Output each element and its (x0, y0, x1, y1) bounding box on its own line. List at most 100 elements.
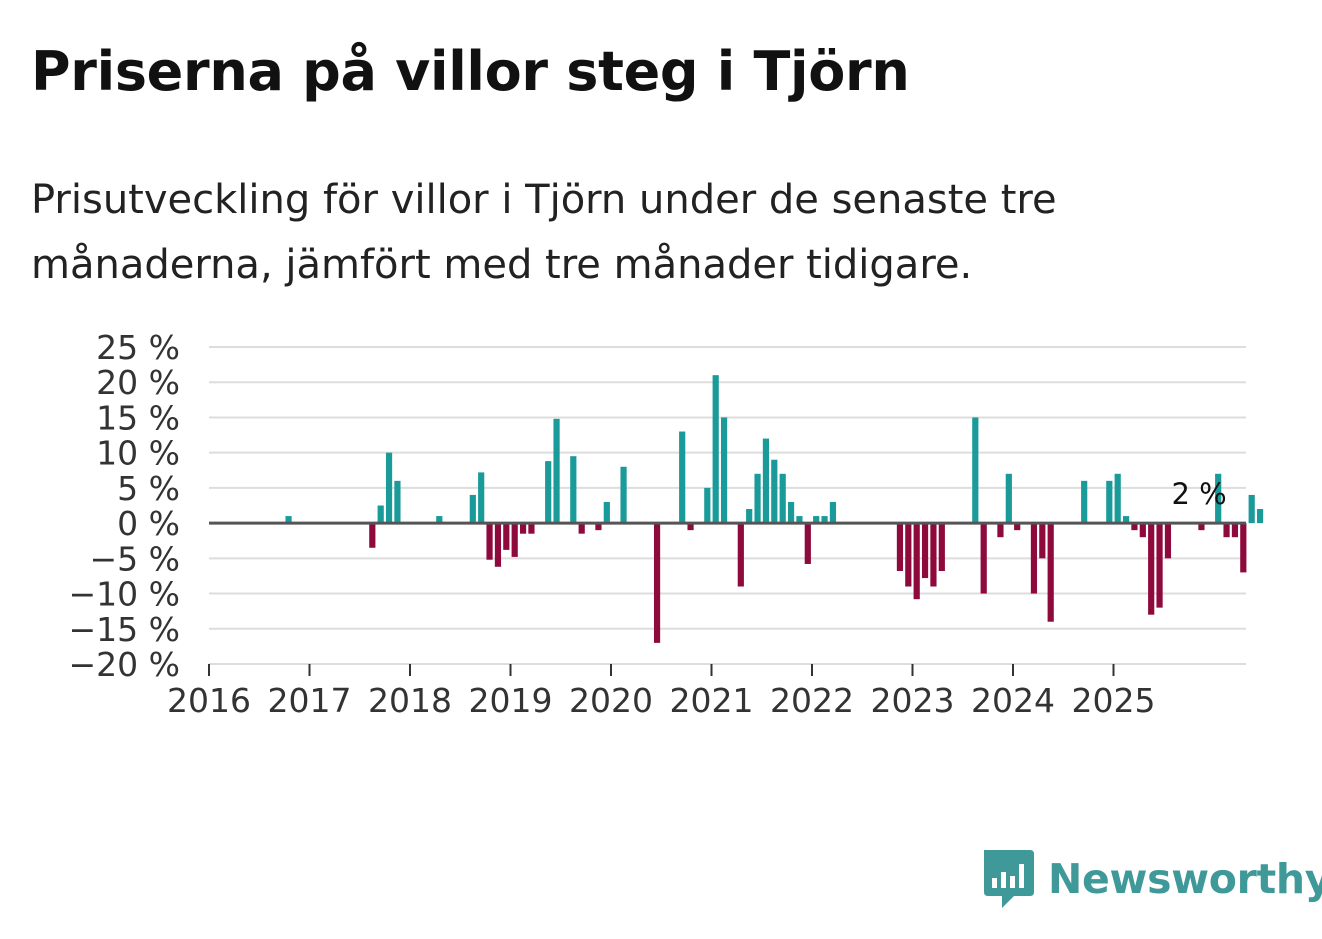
bar (528, 523, 535, 534)
bar (737, 523, 744, 587)
bar (938, 523, 945, 572)
x-tick-label: 2016 (167, 681, 251, 720)
bar (377, 505, 384, 524)
bar (813, 516, 820, 524)
y-tick-label: −15 % (69, 610, 181, 649)
bar (570, 456, 577, 524)
bar (1231, 523, 1239, 538)
bar (762, 438, 770, 524)
bar (1039, 523, 1046, 559)
bar (804, 523, 811, 564)
bar (385, 452, 393, 524)
bar (394, 480, 401, 524)
bar (603, 501, 610, 524)
bar (1106, 480, 1113, 524)
bar (519, 523, 527, 534)
bar (620, 466, 627, 524)
bar (653, 523, 661, 643)
bar (1081, 480, 1088, 524)
bar (1014, 523, 1021, 531)
bar (436, 516, 443, 524)
x-tick-label: 2025 (1072, 681, 1156, 720)
bar (1122, 516, 1130, 524)
chart-title: Priserna på villor steg i Tjörn (31, 40, 910, 103)
y-tick-label: −5 % (90, 539, 181, 578)
bar (595, 523, 602, 531)
bar (746, 509, 753, 524)
y-tick-label: 20 % (96, 363, 180, 402)
bar (1030, 523, 1038, 594)
y-tick-label: 25 % (96, 328, 180, 367)
bar (972, 417, 979, 524)
bar (285, 516, 292, 524)
bar (1256, 509, 1264, 524)
bar (1240, 523, 1247, 573)
y-tick-label: −10 % (69, 575, 181, 614)
bar (980, 523, 987, 594)
x-axis-ticks: 2016 2017 2018 2019 2020 2021 2022 2023 2024 2025 (167, 663, 1246, 720)
bar (1164, 523, 1172, 559)
bar (679, 431, 686, 524)
x-tick-label: 2022 (770, 681, 854, 720)
last-value-annotation: 2 % (1171, 477, 1226, 511)
bar (787, 501, 795, 524)
bar (553, 418, 560, 524)
y-axis-ticks: 25 %20 %15 %10 %5 %0 %−5 %−10 %−15 %−20 … (69, 328, 181, 684)
bar (1215, 473, 1222, 524)
bar (1223, 523, 1230, 538)
bar (1139, 523, 1146, 538)
newsworthy-brand[interactable]: Newsworthy (980, 846, 1322, 912)
bar (997, 523, 1004, 538)
x-tick-label: 2023 (871, 681, 955, 720)
bar (1005, 473, 1012, 524)
bar (1131, 523, 1138, 531)
x-tick-label: 2017 (268, 681, 352, 720)
bar (545, 461, 552, 524)
y-tick-label: 0 % (117, 504, 180, 543)
y-tick-label: −20 % (69, 645, 181, 684)
bar (687, 523, 694, 531)
bar (779, 473, 786, 524)
bar (1114, 473, 1121, 524)
price-change-bar-chart: 25 %20 %15 %10 %5 %0 %−5 %−10 %−15 %−20 … (69, 328, 1264, 720)
bar (1248, 494, 1255, 524)
bar (720, 417, 728, 524)
bar (771, 459, 778, 524)
bar (829, 501, 837, 524)
bar (469, 494, 476, 524)
bar (486, 523, 493, 560)
y-tick-label: 10 % (96, 434, 180, 473)
bar (511, 523, 518, 557)
bar (930, 523, 937, 587)
bar (1047, 523, 1054, 622)
bar (896, 523, 904, 572)
bar (578, 523, 585, 534)
bar (821, 516, 828, 524)
bar (503, 523, 510, 550)
bar (369, 523, 376, 548)
x-tick-label: 2020 (569, 681, 653, 720)
bar (494, 523, 502, 567)
bar (712, 375, 719, 524)
bar (913, 523, 920, 600)
bar (1148, 523, 1155, 615)
bar (921, 523, 929, 579)
bar (704, 487, 711, 524)
y-tick-label: 15 % (96, 398, 180, 437)
x-tick-label: 2018 (368, 681, 452, 720)
x-tick-label: 2021 (670, 681, 754, 720)
bar-series (285, 375, 1264, 643)
bar (1198, 523, 1205, 531)
x-tick-label: 2024 (971, 681, 1055, 720)
grid-lines (209, 346, 1246, 665)
bar (796, 516, 803, 524)
bar (754, 473, 761, 524)
x-tick-label: 2019 (469, 681, 553, 720)
brand-name: Newsworthy (1048, 855, 1322, 903)
newsworthy-logo-icon (984, 850, 1034, 908)
y-tick-label: 5 % (117, 469, 180, 508)
bar (478, 472, 485, 524)
chart-subtitle: Prisutveckling för villor i Tjörn under … (31, 177, 1057, 288)
bar (1156, 523, 1163, 608)
bar (905, 523, 912, 587)
